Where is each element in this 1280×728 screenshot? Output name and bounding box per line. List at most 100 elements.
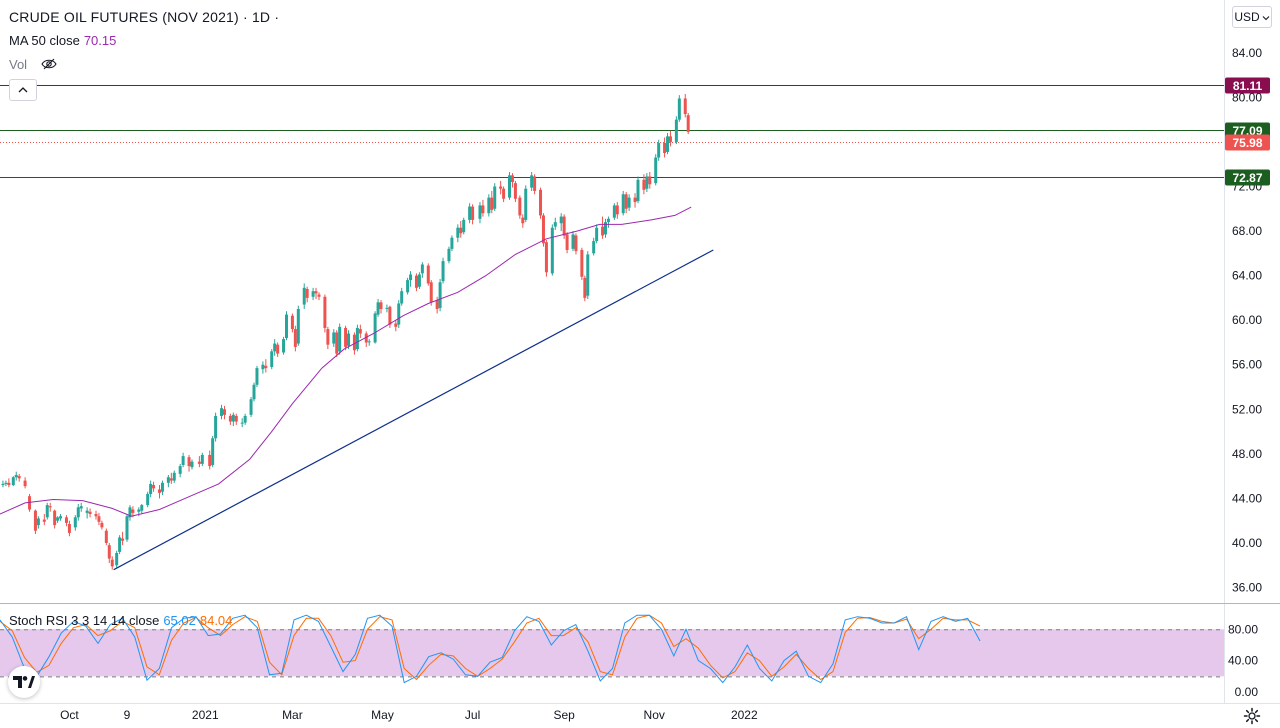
candle bbox=[468, 203, 472, 224]
candle bbox=[574, 233, 578, 255]
candle-body bbox=[586, 254, 590, 296]
candle-body bbox=[683, 98, 687, 115]
candle bbox=[367, 339, 371, 346]
candle-body bbox=[541, 215, 545, 244]
candle-body bbox=[85, 510, 89, 513]
candle-body bbox=[152, 485, 156, 489]
candle bbox=[550, 224, 554, 276]
time-tick-label: Oct bbox=[60, 708, 79, 722]
candle bbox=[409, 271, 413, 287]
candle-body bbox=[33, 510, 37, 531]
candle-body bbox=[79, 506, 83, 509]
gear-icon[interactable] bbox=[1242, 706, 1262, 726]
candle-body bbox=[314, 291, 318, 294]
candle bbox=[293, 325, 297, 352]
candle bbox=[249, 397, 253, 418]
candle bbox=[508, 172, 512, 200]
candle-body bbox=[654, 157, 658, 184]
candle-body bbox=[490, 197, 494, 210]
candle bbox=[166, 475, 170, 488]
candle bbox=[190, 459, 194, 470]
candle-body bbox=[397, 303, 401, 325]
candle-body bbox=[270, 351, 274, 367]
candle-body bbox=[524, 188, 528, 220]
candle bbox=[23, 477, 27, 489]
candle-body bbox=[481, 205, 485, 214]
candle-body bbox=[406, 280, 410, 293]
time-tick-label: 9 bbox=[124, 708, 131, 722]
stoch-rsi-legend[interactable]: Stoch RSI 3 3 14 14 close 65.02 84.04 bbox=[9, 613, 232, 628]
candle bbox=[290, 313, 294, 333]
eye-hidden-icon[interactable] bbox=[41, 58, 57, 73]
chevron-down-icon bbox=[1262, 10, 1270, 24]
time-axis-ticks: Oct 9 2021 Mar May Jul Sep Nov 2022 bbox=[60, 708, 758, 722]
candle bbox=[663, 137, 667, 158]
candle-body bbox=[347, 333, 351, 346]
candle bbox=[633, 193, 637, 208]
candle bbox=[178, 463, 182, 478]
ma50-line bbox=[0, 206, 692, 517]
candle bbox=[447, 246, 451, 264]
candle bbox=[264, 359, 268, 373]
candle bbox=[323, 294, 327, 333]
price-tick-label: 68.00 bbox=[1232, 224, 1262, 238]
candle bbox=[487, 194, 491, 217]
candle bbox=[406, 277, 410, 295]
candle bbox=[668, 130, 672, 147]
candle bbox=[530, 172, 534, 191]
candle-body bbox=[645, 176, 649, 189]
candle bbox=[513, 180, 517, 203]
candle-body bbox=[344, 327, 348, 347]
candle bbox=[510, 173, 514, 188]
stoch-k-line bbox=[0, 614, 981, 684]
candle bbox=[674, 116, 678, 145]
candle-body bbox=[17, 476, 21, 479]
candle-body bbox=[97, 516, 101, 522]
time-tick-label: Jul bbox=[465, 708, 480, 722]
candle bbox=[149, 480, 153, 498]
candle bbox=[211, 436, 215, 468]
tradingview-logo-icon[interactable] bbox=[8, 666, 40, 698]
candle bbox=[115, 550, 119, 568]
currency-label: USD bbox=[1234, 10, 1260, 24]
candle-body bbox=[400, 291, 404, 304]
candle bbox=[683, 94, 687, 118]
candle-body bbox=[420, 264, 424, 274]
candle bbox=[285, 311, 289, 341]
candle-body bbox=[624, 194, 628, 209]
time-tick-label: 2022 bbox=[731, 708, 758, 722]
candle-body bbox=[338, 326, 342, 352]
candle bbox=[146, 491, 150, 508]
price-tick-label: 56.00 bbox=[1232, 358, 1262, 372]
stoch-tick-label: 80.00 bbox=[1228, 622, 1258, 636]
candle-body bbox=[441, 261, 445, 282]
candle bbox=[7, 478, 11, 488]
candle-body bbox=[252, 384, 256, 400]
candle-body bbox=[352, 334, 356, 351]
candle-body bbox=[513, 183, 517, 199]
candle bbox=[571, 231, 575, 252]
collapse-legend-button[interactable] bbox=[9, 79, 37, 101]
candle bbox=[255, 365, 259, 388]
candle bbox=[48, 502, 52, 512]
level-badge-bg bbox=[1225, 134, 1270, 151]
currency-selector[interactable]: USD bbox=[1232, 6, 1272, 28]
candle bbox=[624, 192, 628, 214]
candle bbox=[648, 172, 652, 189]
candle bbox=[261, 361, 265, 374]
time-tick-label: Sep bbox=[553, 708, 575, 722]
candle bbox=[417, 272, 421, 289]
candle bbox=[541, 213, 545, 247]
stoch-tick-label: 0.00 bbox=[1235, 685, 1259, 699]
volume-legend[interactable]: Vol bbox=[9, 57, 57, 73]
candle-body bbox=[417, 274, 421, 287]
candle bbox=[601, 216, 605, 239]
ma-legend[interactable]: MA 50 close 70.15 bbox=[9, 33, 116, 48]
horizontal-levels bbox=[0, 85, 1224, 178]
candle-body bbox=[462, 219, 466, 233]
candle bbox=[426, 263, 430, 286]
trendline[interactable] bbox=[113, 249, 714, 571]
candle-body bbox=[326, 329, 330, 345]
candle bbox=[208, 450, 212, 470]
